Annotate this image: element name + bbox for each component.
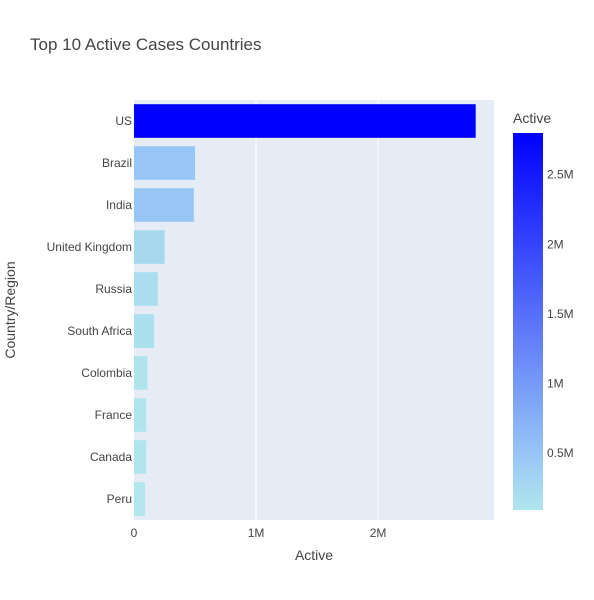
y-tick-label: Brazil xyxy=(102,156,132,170)
bar-united-kingdom[interactable] xyxy=(134,230,165,264)
y-tick-label: South Africa xyxy=(67,324,132,338)
y-tick-label: Peru xyxy=(107,492,132,506)
y-tick-label: France xyxy=(95,408,133,422)
colorbar xyxy=(513,133,543,510)
y-tick-label: Russia xyxy=(95,282,132,296)
bar-colombia[interactable] xyxy=(134,356,148,390)
y-tick-label: US xyxy=(115,114,132,128)
colorbar-tick-label: 2M xyxy=(547,237,564,251)
colorbar-title: Active xyxy=(513,110,551,126)
bar-india[interactable] xyxy=(134,188,194,222)
bar-canada[interactable] xyxy=(134,440,147,474)
x-tick-label: 0 xyxy=(131,526,138,540)
y-tick-label: Canada xyxy=(90,450,132,464)
bar-south-africa[interactable] xyxy=(134,314,155,348)
bar-france[interactable] xyxy=(134,398,147,432)
colorbar-tick-label: 1.5M xyxy=(547,307,574,321)
y-tick-label: United Kingdom xyxy=(47,240,132,254)
colorbar-tick-label: 2.5M xyxy=(547,168,574,182)
bar-us[interactable] xyxy=(134,104,476,138)
bar-russia[interactable] xyxy=(134,272,158,306)
chart-title: Top 10 Active Cases Countries xyxy=(30,35,262,54)
x-tick-label: 2M xyxy=(370,526,387,540)
y-tick-label: Colombia xyxy=(81,366,132,380)
colorbar-tick-label: 0.5M xyxy=(547,446,574,460)
y-tick-label: India xyxy=(106,198,132,212)
x-tick-label: 1M xyxy=(248,526,265,540)
bar-brazil[interactable] xyxy=(134,146,196,180)
x-axis-title: Active xyxy=(295,547,333,563)
bar-peru[interactable] xyxy=(134,482,145,516)
colorbar-tick-label: 1M xyxy=(547,376,564,390)
y-axis-title: Country/Region xyxy=(2,261,18,358)
